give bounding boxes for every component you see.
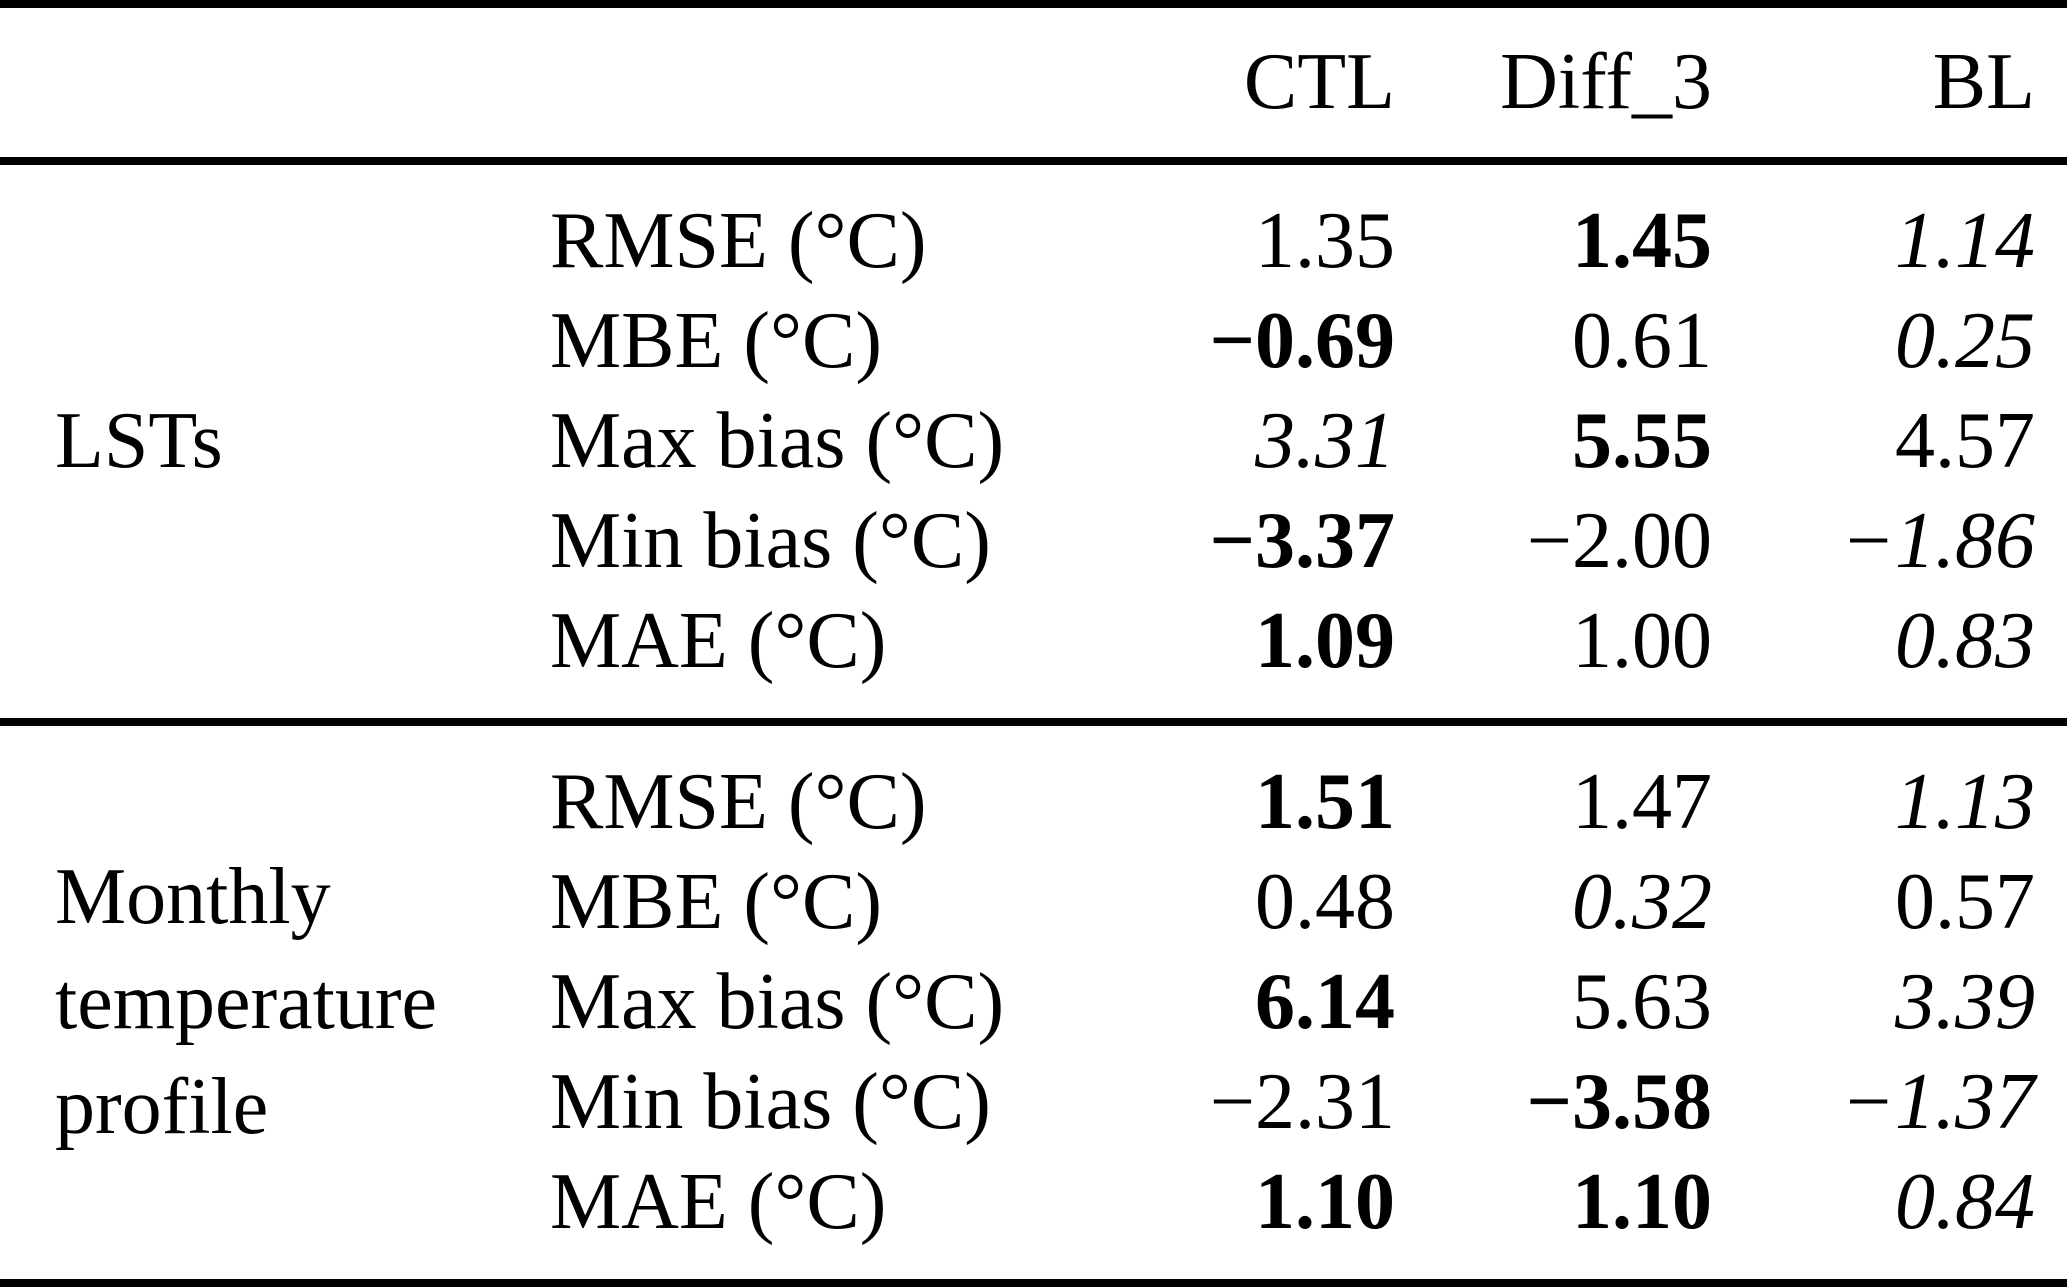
metric-label: MAE (°C) (550, 596, 887, 685)
value-cell: 0.84 (1895, 1157, 2035, 1246)
header-spacer-metric (495, 4, 1045, 161)
value-cell: −3.37 (1209, 496, 1395, 585)
table-row: Max bias (°C) 6.14 5.63 3.39 (0, 952, 2067, 1052)
value-cell: 1.14 (1895, 196, 2035, 285)
metric-label: Min bias (°C) (550, 496, 991, 585)
table-row: Monthly temperature profile RMSE (°C) 1.… (0, 722, 2067, 1151)
metric-label: RMSE (°C) (550, 196, 927, 285)
value-cell: −3.58 (1526, 1057, 1712, 1146)
value-cell: 1.13 (1895, 757, 2035, 846)
section-label-monthly-temperature-profile: Monthly temperature profile (55, 853, 437, 1151)
value-cell: 3.31 (1255, 396, 1395, 485)
metric-label: MBE (°C) (550, 296, 882, 385)
value-cell: 4.57 (1895, 396, 2035, 485)
metric-label: MAE (°C) (550, 1157, 887, 1246)
value-cell: −2.00 (1526, 496, 1712, 585)
metric-label: RMSE (°C) (550, 757, 927, 846)
value-cell: 1.47 (1572, 757, 1712, 846)
value-cell: 1.35 (1255, 196, 1395, 285)
table-row: Min bias (°C) −3.37 −2.00 −1.86 (0, 491, 2067, 591)
value-cell: 1.10 (1255, 1157, 1395, 1246)
value-cell: −1.37 (1841, 1057, 2035, 1146)
value-cell: 0.32 (1572, 857, 1712, 946)
value-cell: −2.31 (1209, 1057, 1395, 1146)
value-cell: 0.57 (1895, 857, 2035, 946)
value-cell: 0.61 (1572, 296, 1712, 385)
value-cell: 0.25 (1895, 296, 2035, 385)
value-cell: 1.10 (1572, 1157, 1712, 1246)
metric-label: Max bias (°C) (550, 957, 1005, 1046)
section-monthly-temperature-profile: Monthly temperature profile RMSE (°C) 1.… (0, 722, 2067, 1283)
value-cell: −1.86 (1841, 496, 2035, 585)
metric-label: Max bias (°C) (550, 396, 1005, 485)
table-row: MBE (°C) 0.48 0.32 0.57 (0, 852, 2067, 952)
header-spacer-section (0, 4, 495, 161)
header-row: CTL Diff_3 BL (0, 4, 2067, 161)
table-row: Max bias (°C) 3.31 5.55 4.57 (0, 391, 2067, 491)
column-header-bl: BL (1932, 38, 2035, 126)
metric-label: MBE (°C) (550, 857, 882, 946)
value-cell: 5.63 (1572, 957, 1712, 1046)
value-cell: 0.48 (1255, 857, 1395, 946)
value-cell: 0.83 (1895, 596, 2035, 685)
value-cell: 1.51 (1255, 757, 1395, 846)
metric-label: Min bias (°C) (550, 1057, 991, 1146)
column-header-diff3: Diff_3 (1500, 38, 1712, 126)
value-cell: 5.55 (1572, 396, 1712, 485)
value-cell: 6.14 (1255, 957, 1395, 1046)
table-row: LSTs RMSE (°C) 1.35 1.45 1.14 (0, 161, 2067, 486)
table-row: MAE (°C) 1.09 1.00 0.83 (0, 591, 2067, 722)
section-label-lsts: LSTs (55, 397, 223, 486)
table-header: CTL Diff_3 BL (0, 4, 2067, 161)
section-lsts: LSTs RMSE (°C) 1.35 1.45 1.14 MBE (°C) −… (0, 161, 2067, 722)
value-cell: 1.09 (1255, 596, 1395, 685)
column-header-ctl: CTL (1243, 38, 1395, 126)
table-row: MAE (°C) 1.10 1.10 0.84 (0, 1152, 2067, 1283)
value-cell: −0.69 (1209, 296, 1395, 385)
value-cell: 1.00 (1572, 596, 1712, 685)
value-cell: 3.39 (1895, 957, 2035, 1046)
value-cell: 1.45 (1572, 196, 1712, 285)
table-row: Min bias (°C) −2.31 −3.58 −1.37 (0, 1052, 2067, 1152)
table-row: MBE (°C) −0.69 0.61 0.25 (0, 291, 2067, 391)
